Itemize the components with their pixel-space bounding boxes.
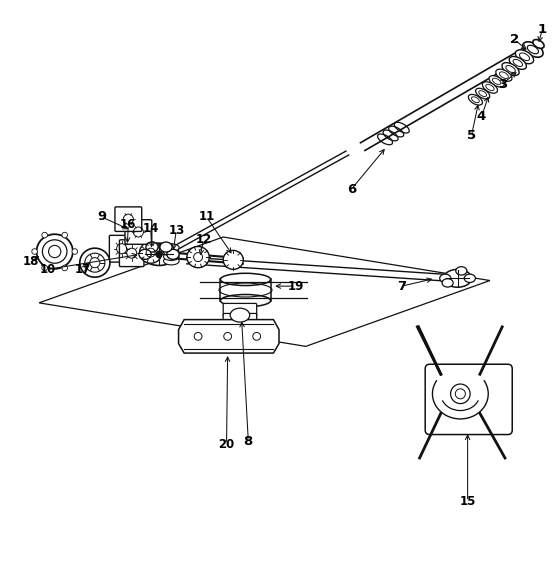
Ellipse shape <box>475 88 490 99</box>
Text: 6: 6 <box>347 182 356 196</box>
Text: 18: 18 <box>22 255 39 268</box>
Ellipse shape <box>464 274 475 283</box>
Text: 7: 7 <box>397 280 406 292</box>
Text: 10: 10 <box>39 263 56 276</box>
FancyBboxPatch shape <box>115 207 142 231</box>
Ellipse shape <box>163 253 179 260</box>
Ellipse shape <box>523 42 543 57</box>
Text: 19: 19 <box>287 280 304 292</box>
Ellipse shape <box>468 95 483 105</box>
Ellipse shape <box>62 233 68 238</box>
Ellipse shape <box>194 332 202 340</box>
Text: 1: 1 <box>538 23 547 36</box>
Ellipse shape <box>163 257 179 265</box>
Ellipse shape <box>489 76 504 87</box>
Ellipse shape <box>62 265 68 271</box>
Text: 14: 14 <box>142 222 159 235</box>
Text: 16: 16 <box>120 218 137 231</box>
FancyBboxPatch shape <box>109 235 134 262</box>
Ellipse shape <box>156 251 162 258</box>
Ellipse shape <box>442 279 453 287</box>
Text: 2: 2 <box>510 33 519 46</box>
Ellipse shape <box>502 63 519 75</box>
Ellipse shape <box>160 242 172 252</box>
Ellipse shape <box>220 273 271 286</box>
Text: 8: 8 <box>244 435 253 448</box>
Text: 4: 4 <box>477 110 486 123</box>
Ellipse shape <box>37 234 73 269</box>
Ellipse shape <box>224 332 232 340</box>
Text: 13: 13 <box>168 224 185 237</box>
Text: 11: 11 <box>198 210 215 223</box>
Ellipse shape <box>253 332 261 340</box>
Polygon shape <box>179 320 279 353</box>
Text: 15: 15 <box>459 495 476 508</box>
Ellipse shape <box>142 243 176 266</box>
FancyBboxPatch shape <box>125 219 152 245</box>
Ellipse shape <box>230 308 249 322</box>
Ellipse shape <box>444 270 472 287</box>
Ellipse shape <box>146 242 158 252</box>
Ellipse shape <box>140 242 162 263</box>
Text: 5: 5 <box>467 129 476 142</box>
Ellipse shape <box>440 274 451 283</box>
Ellipse shape <box>516 50 533 64</box>
Ellipse shape <box>451 384 470 404</box>
Ellipse shape <box>220 295 271 307</box>
Ellipse shape <box>80 248 110 277</box>
Ellipse shape <box>72 249 78 254</box>
Text: 3: 3 <box>498 78 507 91</box>
Ellipse shape <box>187 246 209 268</box>
Ellipse shape <box>223 250 243 270</box>
Ellipse shape <box>533 39 544 48</box>
Ellipse shape <box>509 56 526 70</box>
Text: 12: 12 <box>195 233 212 246</box>
Ellipse shape <box>163 248 179 256</box>
Text: 9: 9 <box>97 210 106 223</box>
Text: 20: 20 <box>218 438 235 450</box>
FancyBboxPatch shape <box>223 314 257 327</box>
Ellipse shape <box>42 233 47 238</box>
FancyBboxPatch shape <box>425 364 512 434</box>
Ellipse shape <box>139 249 151 259</box>
Ellipse shape <box>456 267 467 275</box>
Ellipse shape <box>163 244 179 251</box>
Ellipse shape <box>32 249 37 254</box>
FancyBboxPatch shape <box>223 303 257 317</box>
Ellipse shape <box>42 265 47 271</box>
FancyBboxPatch shape <box>119 240 144 267</box>
Text: 17: 17 <box>74 263 91 276</box>
Ellipse shape <box>167 249 179 259</box>
Ellipse shape <box>482 82 498 93</box>
Ellipse shape <box>496 69 512 82</box>
